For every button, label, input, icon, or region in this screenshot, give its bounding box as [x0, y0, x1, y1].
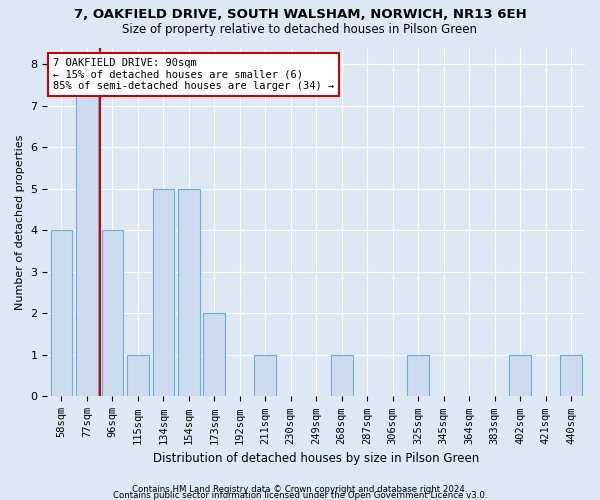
Bar — [407, 355, 429, 397]
Bar — [101, 230, 123, 396]
Text: Size of property relative to detached houses in Pilson Green: Size of property relative to detached ho… — [122, 22, 478, 36]
Bar — [127, 355, 149, 397]
Bar — [560, 355, 582, 397]
Text: 7 OAKFIELD DRIVE: 90sqm
← 15% of detached houses are smaller (6)
85% of semi-det: 7 OAKFIELD DRIVE: 90sqm ← 15% of detache… — [53, 58, 334, 91]
Text: Contains public sector information licensed under the Open Government Licence v3: Contains public sector information licen… — [113, 490, 487, 500]
Bar — [203, 314, 225, 396]
Bar — [509, 355, 531, 397]
Bar — [152, 188, 174, 396]
Y-axis label: Number of detached properties: Number of detached properties — [15, 134, 25, 310]
X-axis label: Distribution of detached houses by size in Pilson Green: Distribution of detached houses by size … — [153, 452, 479, 465]
Text: 7, OAKFIELD DRIVE, SOUTH WALSHAM, NORWICH, NR13 6EH: 7, OAKFIELD DRIVE, SOUTH WALSHAM, NORWIC… — [74, 8, 526, 20]
Bar — [254, 355, 276, 397]
Bar — [50, 230, 72, 396]
Text: Contains HM Land Registry data © Crown copyright and database right 2024.: Contains HM Land Registry data © Crown c… — [132, 484, 468, 494]
Bar — [331, 355, 353, 397]
Bar — [76, 64, 98, 396]
Bar — [178, 188, 200, 396]
